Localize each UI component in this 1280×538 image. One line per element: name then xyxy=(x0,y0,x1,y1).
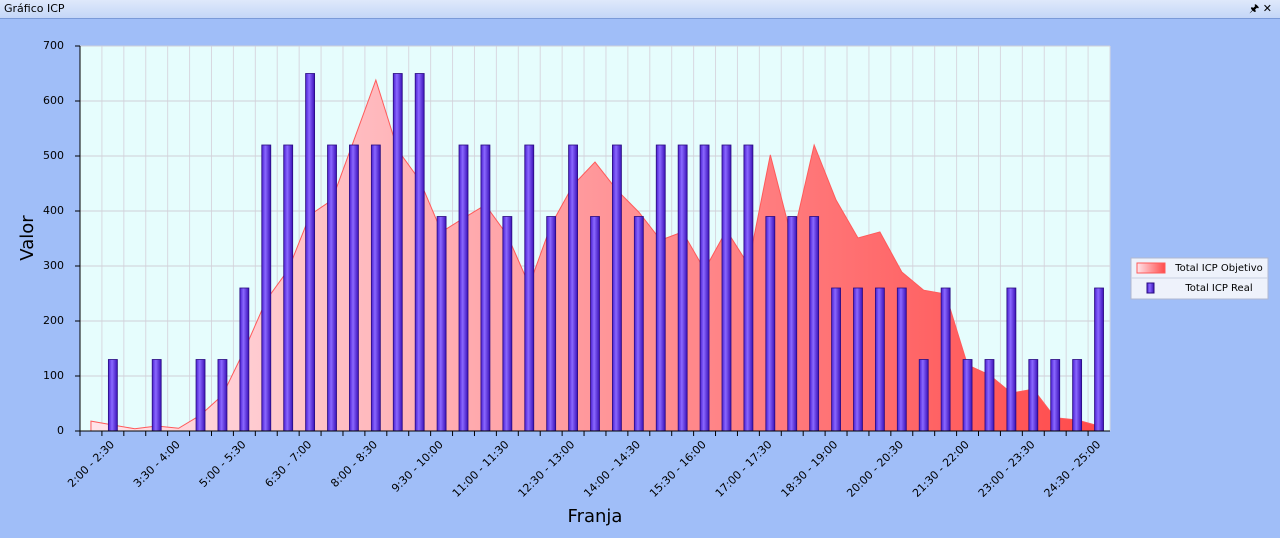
bar xyxy=(370,144,381,432)
bar xyxy=(787,216,798,432)
bar xyxy=(1050,359,1061,432)
bar xyxy=(809,216,820,432)
bar xyxy=(195,359,206,432)
bar xyxy=(918,359,929,432)
title-bar: Gráfico ICP 🖈 ✕ xyxy=(0,0,1280,19)
bar xyxy=(151,359,162,432)
bar xyxy=(765,216,776,432)
x-tick-label: 9:30 - 10:00 xyxy=(389,438,446,495)
x-tick-label: 17:00 - 17:30 xyxy=(713,438,775,500)
x-tick-label: 15:30 - 16:00 xyxy=(647,438,709,500)
legend-label: Total ICP Real xyxy=(1184,283,1252,294)
y-tick-label: 400 xyxy=(43,204,64,217)
y-tick-label: 600 xyxy=(43,94,64,107)
x-tick-label: 11:00 - 11:30 xyxy=(450,438,512,500)
bar xyxy=(984,359,995,432)
bar xyxy=(1028,359,1039,432)
x-tick-label: 5:00 - 5:30 xyxy=(197,438,249,490)
bar xyxy=(633,216,644,432)
bar xyxy=(853,287,863,432)
bar xyxy=(743,144,754,432)
bar xyxy=(502,216,513,432)
bar xyxy=(239,287,250,432)
y-tick-label: 300 xyxy=(43,259,64,272)
bar xyxy=(612,144,622,432)
y-tick-label: 100 xyxy=(43,369,64,382)
y-tick-label: 700 xyxy=(43,39,64,52)
bar xyxy=(1072,359,1083,432)
window-title: Gráfico ICP xyxy=(4,2,65,15)
bar xyxy=(874,287,885,432)
bar xyxy=(458,144,469,432)
bar xyxy=(831,287,841,432)
bar xyxy=(1006,287,1017,432)
bar xyxy=(699,144,710,432)
x-tick-label: 21:30 - 22:00 xyxy=(910,438,972,500)
bar xyxy=(283,144,294,432)
bar xyxy=(677,144,688,432)
bar xyxy=(1094,287,1104,432)
y-tick-label: 500 xyxy=(43,149,64,162)
bar xyxy=(107,359,118,432)
x-tick-label: 6:30 - 7:00 xyxy=(262,438,314,490)
bar xyxy=(524,144,535,432)
y-tick-label: 200 xyxy=(43,314,64,327)
bar xyxy=(261,144,272,432)
bar xyxy=(568,144,578,432)
x-tick-label: 24:30 - 25:00 xyxy=(1042,438,1104,500)
bar xyxy=(721,144,732,432)
y-tick-label: 0 xyxy=(57,424,64,437)
x-axis-title: Franja xyxy=(568,506,623,527)
x-tick-label: 8:00 - 8:30 xyxy=(328,438,380,490)
chart: Valor Franja 0 100 200 300 400 500 600 700 2:00 … xyxy=(17,39,1269,527)
bar xyxy=(655,144,666,432)
bar xyxy=(480,144,491,432)
y-axis-title: Valor xyxy=(17,215,38,261)
bar xyxy=(414,73,425,432)
bar xyxy=(940,287,951,432)
x-tick-label: 14:00 - 14:30 xyxy=(581,438,643,500)
bar xyxy=(436,216,447,432)
legend-label: Total ICP Objetivo xyxy=(1174,263,1263,274)
legend-swatch xyxy=(1136,262,1166,274)
bar xyxy=(392,73,403,432)
x-tick-label: 18:30 - 19:00 xyxy=(779,438,841,500)
bar xyxy=(896,287,907,432)
bar xyxy=(217,359,228,432)
legend-swatch xyxy=(1146,282,1155,294)
bar xyxy=(590,216,600,432)
bar xyxy=(305,73,316,432)
x-tick-label: 23:00 - 23:30 xyxy=(976,438,1038,500)
bar xyxy=(327,144,337,432)
x-tick-label: 3:30 - 4:00 xyxy=(131,438,183,490)
window-buttons[interactable]: 🖈 ✕ xyxy=(1249,2,1272,15)
x-tick-label: 12:30 - 13:00 xyxy=(516,438,578,500)
bar xyxy=(546,216,557,432)
bar xyxy=(962,359,973,432)
x-tick-label: 20:00 - 20:30 xyxy=(844,438,906,500)
bar xyxy=(349,144,359,432)
x-tick-label: 2:00 - 2:30 xyxy=(65,438,117,490)
